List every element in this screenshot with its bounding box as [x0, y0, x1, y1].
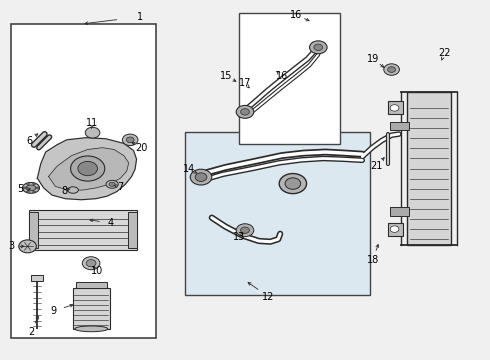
Text: 18: 18	[367, 255, 379, 265]
Bar	[128, 212, 137, 248]
Text: 20: 20	[135, 143, 147, 153]
Ellipse shape	[109, 182, 115, 186]
Ellipse shape	[106, 180, 118, 188]
Text: 22: 22	[438, 48, 451, 58]
Circle shape	[71, 156, 105, 181]
Circle shape	[285, 178, 301, 189]
Circle shape	[384, 64, 399, 75]
Text: 16: 16	[290, 10, 302, 20]
Text: 21: 21	[371, 161, 383, 171]
Bar	[239, 13, 340, 144]
Text: 10: 10	[91, 266, 103, 276]
Bar	[73, 288, 110, 329]
Circle shape	[195, 173, 207, 181]
Bar	[390, 207, 409, 216]
Bar	[407, 92, 451, 245]
Text: 2: 2	[28, 327, 34, 337]
Circle shape	[33, 183, 36, 185]
Circle shape	[279, 174, 307, 194]
Bar	[390, 122, 409, 130]
Polygon shape	[49, 148, 129, 190]
Bar	[76, 282, 107, 288]
Polygon shape	[37, 138, 137, 200]
Bar	[31, 275, 43, 281]
Circle shape	[26, 183, 29, 185]
Circle shape	[86, 260, 96, 267]
Text: 1: 1	[137, 12, 143, 22]
Text: 15: 15	[220, 71, 233, 81]
Circle shape	[390, 226, 399, 232]
Text: 14: 14	[183, 164, 195, 174]
Circle shape	[390, 105, 399, 111]
Circle shape	[122, 134, 138, 145]
Bar	[388, 223, 403, 235]
Circle shape	[236, 224, 254, 237]
Circle shape	[236, 105, 254, 118]
Text: 16: 16	[275, 71, 288, 81]
Ellipse shape	[68, 187, 78, 193]
Text: 8: 8	[61, 186, 67, 196]
Bar	[388, 102, 403, 114]
Bar	[29, 212, 38, 248]
Bar	[11, 24, 156, 338]
Circle shape	[126, 137, 134, 143]
Circle shape	[85, 127, 100, 138]
Circle shape	[82, 257, 100, 270]
Circle shape	[23, 187, 26, 189]
Circle shape	[78, 161, 98, 176]
Bar	[29, 211, 137, 250]
Bar	[185, 132, 369, 295]
Circle shape	[190, 169, 212, 185]
Ellipse shape	[26, 185, 36, 191]
Ellipse shape	[23, 183, 40, 193]
Ellipse shape	[75, 326, 108, 332]
Text: 7: 7	[117, 182, 123, 192]
Circle shape	[36, 187, 39, 189]
Text: 11: 11	[86, 118, 98, 128]
Text: 6: 6	[26, 136, 32, 145]
Circle shape	[33, 191, 36, 193]
Circle shape	[388, 67, 395, 72]
Text: 4: 4	[108, 218, 114, 228]
Text: 17: 17	[239, 78, 251, 88]
Text: 5: 5	[17, 184, 24, 194]
Text: 9: 9	[50, 306, 56, 316]
Circle shape	[310, 41, 327, 54]
Text: 3: 3	[8, 241, 15, 251]
Text: 13: 13	[233, 232, 245, 242]
Text: 19: 19	[367, 54, 379, 64]
Circle shape	[19, 240, 36, 253]
Circle shape	[26, 191, 29, 193]
Text: 12: 12	[262, 292, 274, 302]
Circle shape	[241, 227, 249, 233]
Circle shape	[241, 109, 249, 115]
Circle shape	[314, 44, 323, 50]
